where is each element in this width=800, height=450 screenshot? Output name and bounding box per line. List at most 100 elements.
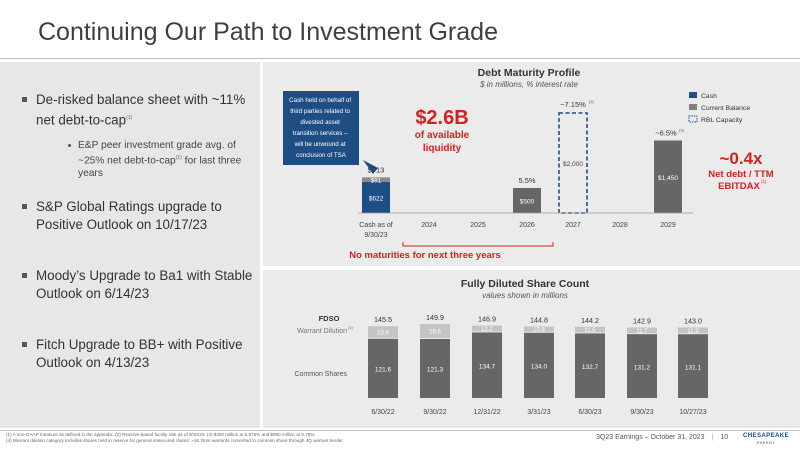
rate-label: 5.5% — [518, 176, 535, 185]
bar-common-shares — [627, 334, 657, 398]
bar-label-common: 121.6 — [375, 366, 392, 373]
leverage-line1: Net debt / TTM — [708, 169, 774, 180]
legend-label-cash: Cash — [701, 93, 717, 100]
bar-common-shares — [368, 338, 398, 398]
x-tick-label: 2027 — [565, 222, 581, 229]
bar-label-common: 134.7 — [479, 364, 496, 371]
page-title: Continuing Our Path to Investment Grade — [38, 18, 498, 46]
bullet-moodys-upgrade: Moody’s Upgrade to Ba1 with Stable Outlo… — [22, 267, 266, 303]
bar-total-fdso: 143.0 — [684, 316, 702, 325]
rate-footnote-ref: (2) — [589, 99, 595, 104]
liquidity-line2: liquidity — [423, 143, 462, 154]
rate-label: ~7.15% — [560, 100, 586, 109]
legend-label-rbl: RBL Capacity — [701, 117, 743, 124]
cash-note-text: Cash held on behalf of third parties rel… — [289, 97, 353, 159]
footnotes: (1) A non-GAAP measure as defined in the… — [6, 432, 526, 444]
footer-separator: | — [711, 434, 714, 441]
chart-subtitle: $ in millions, % interest rate — [479, 80, 578, 89]
bar-label-current-balance: $91 — [371, 178, 382, 185]
share-count-chart: Fully Diluted Share Count values shown i… — [294, 278, 708, 416]
footnote-ref: (1) — [126, 115, 133, 121]
bar-current-balance — [654, 140, 682, 213]
sub-bullet-text: E&P peer investment grade avg. of ~25% n… — [78, 140, 236, 167]
bar-warrant-dilution — [368, 326, 398, 338]
bar-cash — [362, 181, 390, 213]
bullet-marker — [22, 273, 27, 278]
bar-total-cash: $713 — [368, 165, 385, 174]
bar-label-warrant: 10.8 — [533, 328, 545, 334]
bar-warrant-dilution — [524, 326, 554, 332]
x-tick-label: 2026 — [519, 222, 535, 229]
footnote-line: (1) A non-GAAP measure as defined in the… — [6, 432, 316, 437]
bar-total-fdso: 142.9 — [633, 316, 651, 325]
common-row-label: Common Shares — [294, 371, 347, 378]
share-bars: 121.6 23.9 145.5 6/30/22 121.3 28.6 149.9 9/30/… — [368, 313, 708, 416]
sub-bullet-tail: for last three years — [78, 155, 242, 180]
x-tick-label: 2029 — [660, 222, 676, 229]
legend-swatch-current-balance — [689, 104, 697, 110]
bar-label-common: 121.3 — [427, 366, 444, 373]
x-tick-label: 12/31/22 — [473, 409, 500, 416]
bar-label-common: 131.2 — [634, 364, 651, 371]
x-tick-label: 2028 — [612, 222, 628, 229]
x-tick-label: 2025 — [470, 222, 486, 229]
sub-bullet-peer-avg: E&P peer investment grade avg. of ~25% n… — [68, 139, 258, 180]
footnote-ref: (1) — [175, 155, 182, 161]
bullet-marker — [22, 204, 27, 209]
x-tick-label: 10/27/23 — [679, 409, 706, 416]
bar-label-warrant: 11.7 — [636, 329, 648, 335]
debt-maturity-chart: Debt Maturity Profile $ in millions, % i… — [283, 67, 774, 261]
share-count-panel: Fully Diluted Share Count values shown i… — [263, 270, 800, 428]
bullet-text: De-risked balance sheet with ~11% net de… — [36, 92, 246, 128]
bullet-fitch-upgrade: Fitch Upgrade to BB+ with Positive Outlo… — [22, 336, 266, 372]
bar-warrant-dilution — [678, 327, 708, 334]
bar-label-common: 132.7 — [582, 364, 599, 371]
footnote-line: (4) Warrant dilution category includes s… — [6, 438, 344, 443]
bar-total-fdso: 145.5 — [374, 315, 392, 324]
chart-title: Fully Diluted Share Count — [461, 278, 590, 290]
left-panel: De-risked balance sheet with ~11% net de… — [0, 62, 260, 428]
fdso-label: FDSO — [319, 314, 340, 323]
bar-label-warrant: 23.9 — [377, 331, 389, 337]
warrant-row-label: Warrant Dilution — [297, 328, 347, 335]
bar-common-shares — [575, 333, 605, 398]
bar-common-shares — [472, 332, 502, 398]
bar-label-warrant: 11.5 — [584, 328, 596, 334]
debt-x-axis: Cash as of 9/30/23 2024 2025 2026 2027 2028 202… — [358, 212, 693, 247]
x-tick-label: 9/30/22 — [423, 409, 446, 416]
footer-divider — [0, 430, 800, 431]
bar-warrant-dilution — [420, 324, 450, 338]
x-tick-label: 9/30/23 — [630, 409, 653, 416]
debt-bars: $622 $91 $713 $500 5.5% $2,000 ~7.15% (2) $1,450… — [362, 99, 685, 214]
bar-current-balance — [362, 177, 390, 182]
logo-line1: CHESAPEAKE — [743, 432, 789, 439]
company-logo: CHESAPEAKE ENERGY — [742, 432, 790, 446]
footer-event-text: 3Q23 Earnings – October 31, 2023 — [596, 434, 705, 441]
x-tick-label: 3/31/23 — [527, 409, 550, 416]
bar-warrant-dilution — [627, 327, 657, 334]
x-tick-label: 6/30/23 — [578, 409, 601, 416]
bullet-deleveraging: De-risked balance sheet with ~11% net de… — [22, 91, 266, 129]
chart-title: Debt Maturity Profile — [478, 67, 581, 79]
bar-total-fdso: 149.9 — [426, 313, 444, 322]
leverage-line2: EBITDAX — [718, 181, 760, 192]
cash-note-box — [283, 91, 359, 165]
rate-label: ~6.5% — [655, 129, 677, 138]
bar-label-current-balance: $500 — [520, 199, 535, 206]
x-tick-label: 9/30/23 — [364, 232, 387, 239]
bar-label-warrant: 12.2 — [481, 327, 493, 333]
bullet-text: Fitch Upgrade to BB+ with Positive Outlo… — [36, 337, 243, 370]
bar-common-shares — [420, 338, 450, 398]
bar-common-shares — [524, 332, 554, 398]
page-number: 10 — [720, 434, 729, 441]
bar-warrant-dilution — [575, 326, 605, 333]
chart-subtitle: values shown in millions — [482, 291, 568, 300]
cash-note-pointer — [363, 160, 378, 174]
leverage-footnote-ref: (1) — [761, 179, 767, 184]
title-divider — [0, 58, 800, 59]
bar-total-fdso: 146.9 — [478, 315, 496, 324]
liquidity-line1: of available — [415, 130, 470, 141]
no-maturities-bracket — [402, 242, 554, 247]
liquidity-value: $2.6B — [415, 107, 468, 129]
bar-label-current-balance: $1,450 — [658, 175, 678, 182]
